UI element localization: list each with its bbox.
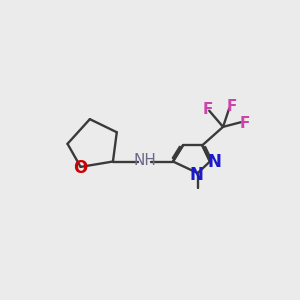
Text: N: N [208, 152, 221, 170]
Text: O: O [73, 159, 87, 177]
Text: F: F [239, 116, 250, 130]
Text: F: F [226, 99, 237, 114]
Text: N: N [190, 166, 204, 184]
Text: F: F [202, 102, 213, 117]
Text: NH: NH [133, 153, 156, 168]
